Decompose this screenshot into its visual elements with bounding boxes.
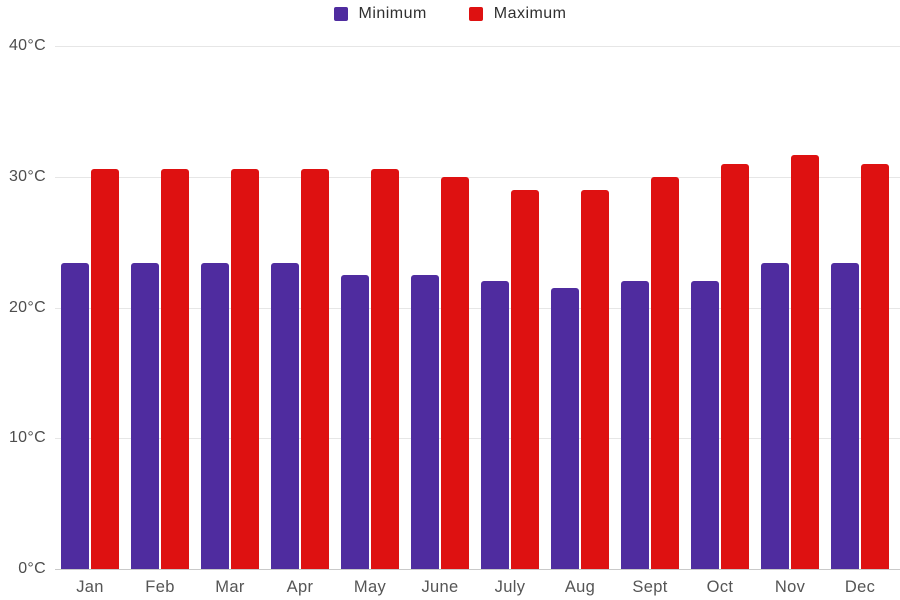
bar-maximum-nov[interactable] [791,154,819,569]
x-tick-label-june: June [421,578,459,596]
bar-maximum-aug[interactable] [581,189,609,569]
bar-maximum-may[interactable] [371,168,399,569]
bar-maximum-june[interactable] [441,176,469,570]
minimum-swatch-icon [333,7,348,21]
bar-minimum-mar[interactable] [201,263,229,569]
gridline-30 [55,176,900,178]
legend-item-maximum[interactable]: Maximum [468,5,567,23]
bar-maximum-mar[interactable] [231,168,259,569]
gridline-40 [55,46,900,47]
gridline-20 [55,307,900,309]
bar-maximum-july[interactable] [511,189,539,569]
bar-minimum-june[interactable] [411,274,439,569]
y-tick-label-30: 30°C [8,167,46,185]
y-tick-label-40: 40°C [8,37,46,54]
bar-minimum-nov[interactable] [761,263,789,569]
bar-minimum-dec[interactable] [831,263,859,569]
x-tick-label-mar: Mar [215,578,245,596]
x-tick-label-dec: Dec [844,578,876,596]
x-tick-label-jan: Jan [76,578,104,596]
chart-legend: Minimum Maximum [0,2,900,26]
legend-label-minimum: Minimum [358,5,427,22]
x-tick-label-may: May [353,578,387,596]
bar-minimum-sept[interactable] [621,281,649,569]
legend-item-minimum[interactable]: Minimum [333,5,427,23]
gridline-10 [55,438,900,440]
bar-maximum-feb[interactable] [161,168,189,569]
bar-minimum-july[interactable] [481,281,509,569]
bar-minimum-oct[interactable] [691,281,719,569]
gridline-0 [55,569,900,570]
legend-label-maximum: Maximum [493,5,567,22]
bar-maximum-apr[interactable] [301,168,329,569]
bar-minimum-jan[interactable] [61,263,89,569]
y-tick-label-0: 0°C [18,560,46,577]
bar-minimum-aug[interactable] [551,287,579,569]
x-tick-label-oct: Oct [706,578,734,596]
bar-minimum-may[interactable] [341,274,369,569]
maximum-swatch-icon [468,7,483,21]
bar-minimum-feb[interactable] [131,263,159,569]
bar-maximum-jan[interactable] [91,168,119,569]
y-tick-label-20: 20°C [8,298,46,316]
x-tick-label-nov: Nov [774,578,806,596]
bar-maximum-sept[interactable] [651,176,679,570]
y-tick-label-10: 10°C [8,429,46,447]
x-tick-label-july: July [494,578,526,596]
x-tick-label-sept: Sept [632,578,668,596]
bar-maximum-oct[interactable] [721,163,749,569]
x-tick-label-feb: Feb [145,578,175,596]
bar-maximum-dec[interactable] [861,163,889,569]
bar-minimum-apr[interactable] [271,263,299,569]
x-tick-label-aug: Aug [564,578,596,596]
x-tick-label-apr: Apr [286,578,314,596]
